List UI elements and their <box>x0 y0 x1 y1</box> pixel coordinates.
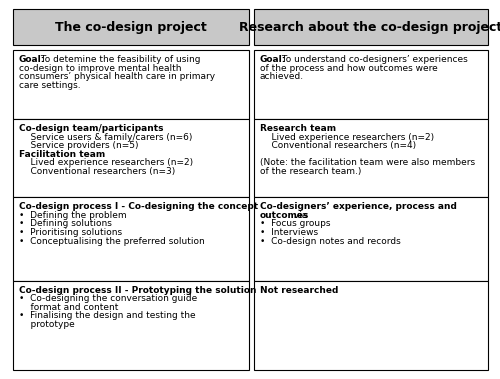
Bar <box>12 197 248 281</box>
Text: Co-design process II - Prototyping the solution: Co-design process II - Prototyping the s… <box>18 286 256 295</box>
Text: Conventional researchers (n=4): Conventional researchers (n=4) <box>260 141 416 150</box>
Bar <box>12 281 248 370</box>
Bar <box>254 50 488 119</box>
Text: of the research team.): of the research team.) <box>260 167 361 176</box>
Bar <box>254 9 488 45</box>
Text: Conventional researchers (n=3): Conventional researchers (n=3) <box>18 167 175 176</box>
Bar <box>254 197 488 281</box>
Text: of the process and how outcomes were: of the process and how outcomes were <box>260 64 437 72</box>
Text: •  Defining the problem: • Defining the problem <box>18 211 126 220</box>
Bar <box>254 281 488 370</box>
Text: care settings.: care settings. <box>18 81 80 90</box>
Text: •  Finalising the design and testing the: • Finalising the design and testing the <box>18 312 195 320</box>
Text: Research about the co-design project: Research about the co-design project <box>239 21 500 34</box>
Text: Goal:: Goal: <box>260 55 286 64</box>
Bar <box>12 119 248 197</box>
Text: outcomes: outcomes <box>260 211 309 220</box>
Text: Co-design process I - Co-designing the concept: Co-design process I - Co-designing the c… <box>18 202 258 211</box>
Text: •  Defining solutions: • Defining solutions <box>18 219 112 229</box>
Text: •  Co-designing the conversation guide: • Co-designing the conversation guide <box>18 294 197 303</box>
Text: co-design to improve mental health: co-design to improve mental health <box>18 64 181 72</box>
Text: The co-design project: The co-design project <box>54 21 206 34</box>
Text: Service providers (n=5): Service providers (n=5) <box>18 141 138 150</box>
Text: •  Conceptualising the preferred solution: • Conceptualising the preferred solution <box>18 236 204 246</box>
Text: Co-designers’ experience, process and: Co-designers’ experience, process and <box>260 202 456 211</box>
Bar <box>254 119 488 197</box>
Text: Goal:: Goal: <box>18 55 45 64</box>
Text: Research team: Research team <box>260 124 336 133</box>
Text: format and content: format and content <box>18 303 118 312</box>
Text: Lived experience researchers (n=2): Lived experience researchers (n=2) <box>260 133 434 142</box>
Bar <box>12 50 248 119</box>
Text: To detemine the feasibility of using: To detemine the feasibility of using <box>38 55 200 64</box>
Text: prototype: prototype <box>18 320 74 329</box>
Text: Facilitation team: Facilitation team <box>18 150 105 159</box>
Text: consumers’ physical health care in primary: consumers’ physical health care in prima… <box>18 72 214 81</box>
Text: •  Focus groups: • Focus groups <box>260 219 330 229</box>
Text: Lived experience researchers (n=2): Lived experience researchers (n=2) <box>18 158 193 168</box>
Text: •  Prioritising solutions: • Prioritising solutions <box>18 228 122 237</box>
Text: via: via <box>290 211 307 220</box>
Text: (Note: the facilitation team were also members: (Note: the facilitation team were also m… <box>260 158 474 168</box>
Bar <box>12 9 248 45</box>
Text: Not researched: Not researched <box>260 286 338 295</box>
Text: •  Interviews: • Interviews <box>260 228 318 237</box>
Text: To understand co-designers’ experiences: To understand co-designers’ experiences <box>279 55 468 64</box>
Text: •  Co-design notes and records: • Co-design notes and records <box>260 236 400 246</box>
Text: Service users & family/carers (n=6): Service users & family/carers (n=6) <box>18 133 192 142</box>
Text: achieved.: achieved. <box>260 72 304 81</box>
Text: Co-design team/participants: Co-design team/participants <box>18 124 163 133</box>
